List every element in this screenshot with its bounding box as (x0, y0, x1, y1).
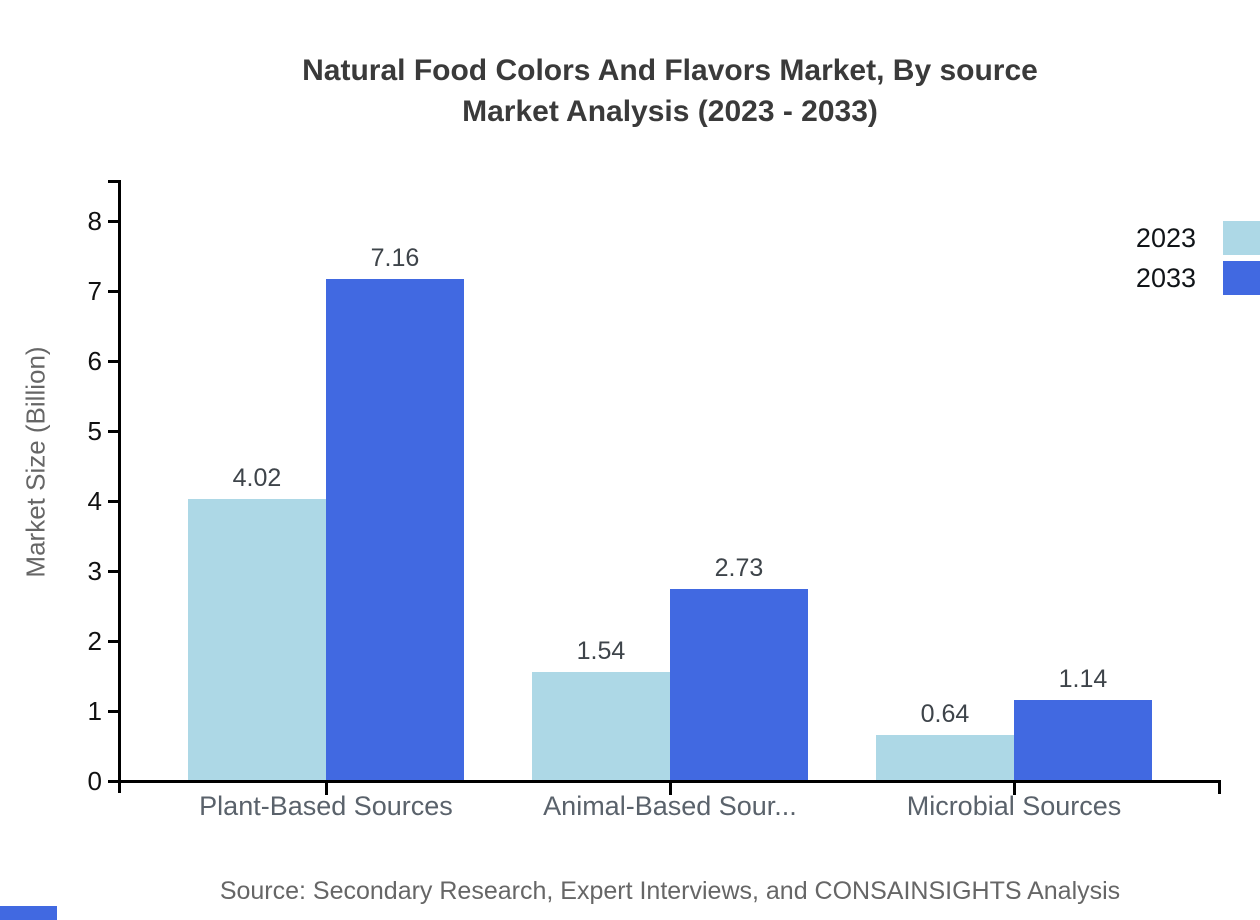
bar-value-label-2033-2: 1.14 (1058, 665, 1108, 693)
x-category-label-2: Microbial Sources (906, 791, 1122, 821)
bar-value-label-2023-2: 0.64 (920, 700, 970, 728)
y-tick-label-5: 5 (87, 416, 102, 446)
bar-2023-1 (532, 672, 670, 780)
x-tick-1 (669, 783, 672, 795)
bar-value-label-2033-0: 7.16 (370, 244, 420, 272)
bar-value-label-2023-1: 1.54 (576, 637, 626, 665)
legend-label-2033: 2033 (1135, 263, 1196, 293)
x-axis-line (118, 780, 1221, 783)
corner-accent-bar (0, 906, 57, 920)
y-tick-6 (108, 360, 118, 363)
y-tick-label-3: 3 (87, 556, 102, 586)
y-tick-2 (108, 640, 118, 643)
x-category-label-0: Plant-Based Sources (199, 791, 453, 821)
y-tick-1 (108, 710, 118, 713)
bar-value-label-2023-0: 4.02 (232, 464, 282, 492)
y-axis-top-cap (108, 180, 121, 183)
y-tick-label-6: 6 (87, 346, 102, 376)
y-tick-label-2: 2 (87, 626, 102, 656)
y-tick-7 (108, 290, 118, 293)
bar-2033-2 (1014, 700, 1152, 780)
x-tick-0 (325, 783, 328, 795)
y-tick-0 (108, 780, 118, 783)
x-category-label-1: Animal-Based Sour... (543, 791, 797, 821)
bar-2033-1 (670, 589, 808, 780)
y-axis-title: Market Size (Billion) (20, 346, 51, 578)
y-tick-label-1: 1 (87, 696, 102, 726)
page-title: Natural Food Colors And Flavors Market, … (80, 50, 1260, 132)
bar-value-label-2033-1: 2.73 (714, 554, 764, 582)
y-tick-4 (108, 500, 118, 503)
source-note: Source: Secondary Research, Expert Inter… (219, 877, 1121, 905)
y-tick-label-8: 8 (87, 206, 102, 236)
legend-label-2023: 2023 (1135, 223, 1196, 253)
y-tick-label-0: 0 (87, 766, 102, 796)
bar-2023-0 (188, 499, 326, 780)
bar-2023-2 (876, 735, 1014, 780)
page-title-line1: Natural Food Colors And Flavors Market, … (302, 54, 1038, 87)
page-title-line2: Market Analysis (2023 - 2033) (462, 95, 878, 128)
x-axis-right-cap (1218, 780, 1221, 794)
y-tick-label-7: 7 (87, 276, 102, 306)
legend-swatch-2033 (1223, 261, 1260, 295)
bar-2033-0 (326, 279, 464, 780)
x-tick-2 (1013, 783, 1016, 795)
legend-swatch-2023 (1223, 221, 1260, 255)
y-axis-line (118, 180, 121, 793)
y-tick-8 (108, 220, 118, 223)
y-tick-5 (108, 430, 118, 433)
y-tick-3 (108, 570, 118, 573)
y-tick-label-4: 4 (87, 486, 102, 516)
